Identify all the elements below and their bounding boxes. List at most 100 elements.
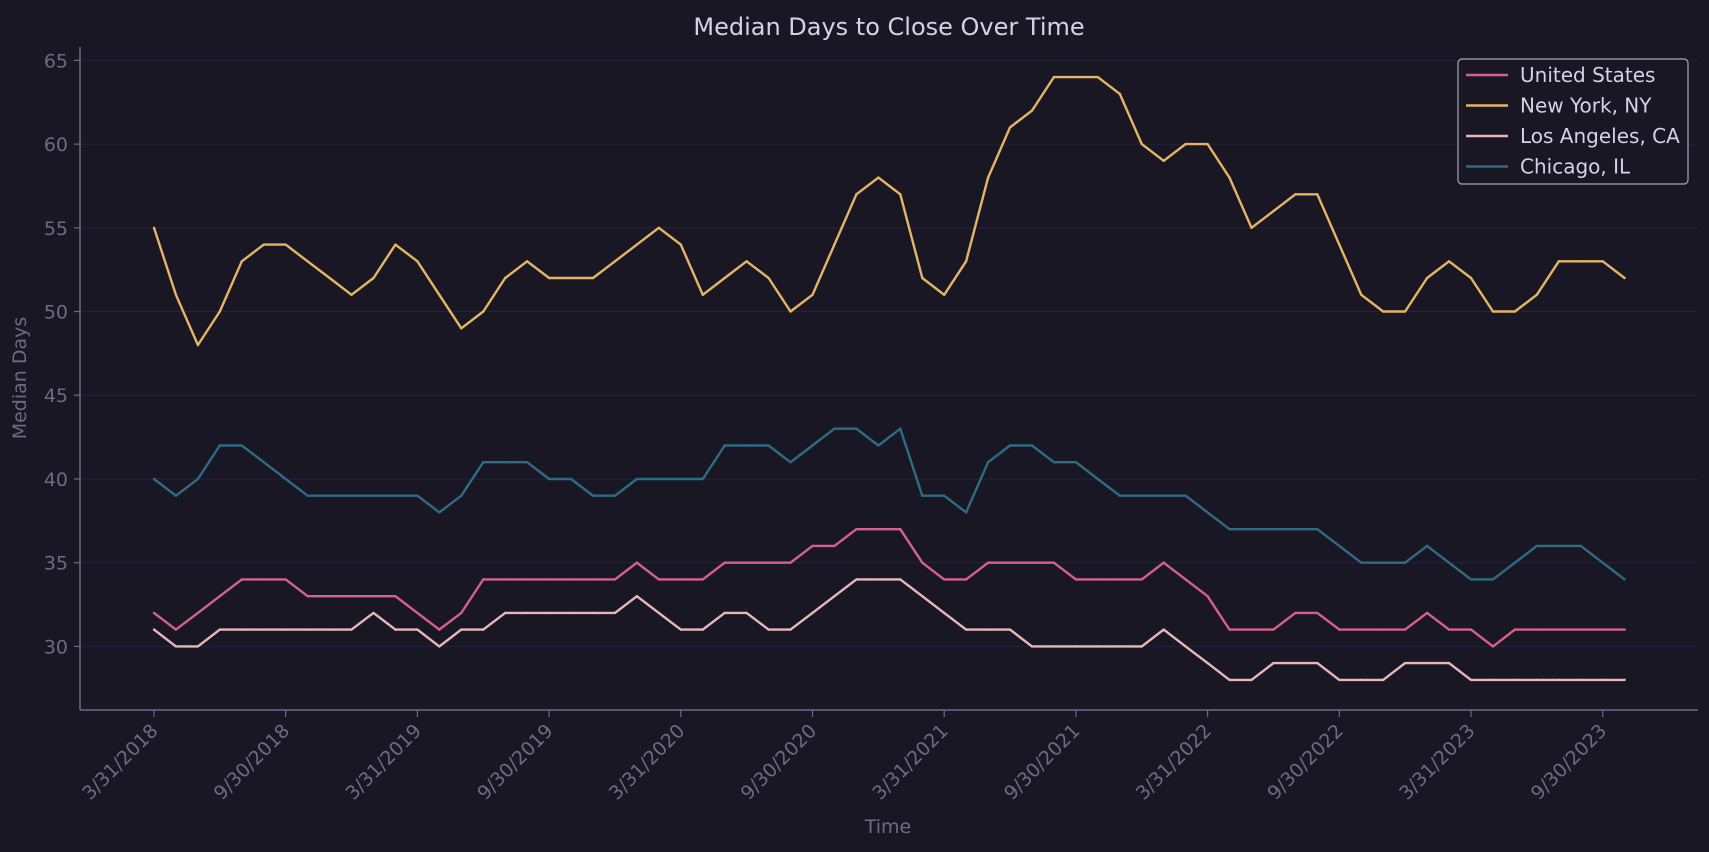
legend-label: Chicago, IL [1520, 155, 1631, 179]
data-point-united-states [591, 578, 595, 581]
data-point-chicago-il [833, 427, 836, 430]
data-point-united-states [723, 561, 726, 564]
data-point-united-states [1579, 628, 1582, 631]
data-point-los-angeles-ca [1294, 661, 1297, 665]
data-point-chicago-il [460, 494, 463, 497]
data-point-united-states [1360, 628, 1363, 631]
data-point-los-angeles-ca [1184, 645, 1187, 648]
data-point-los-angeles-ca [218, 628, 222, 631]
data-point-united-states [460, 611, 463, 615]
data-point-united-states [240, 578, 243, 581]
data-point-los-angeles-ca [1118, 645, 1122, 648]
data-point-chicago-il [218, 444, 222, 447]
data-point-los-angeles-ca [943, 611, 946, 615]
data-point-new-york-ny [1360, 293, 1363, 296]
data-point-new-york-ny [240, 260, 243, 263]
data-point-chicago-il [679, 477, 682, 481]
data-point-new-york-ny [1447, 260, 1451, 263]
data-point-new-york-ny [1338, 243, 1341, 246]
data-point-chicago-il [1513, 561, 1517, 564]
data-point-chicago-il [964, 511, 968, 514]
legend-box [1457, 58, 1689, 185]
data-point-new-york-ny [1162, 159, 1165, 163]
data-point-los-angeles-ca [174, 645, 178, 648]
data-point-new-york-ny [1623, 276, 1626, 280]
series-lines [152, 75, 1626, 682]
data-point-los-angeles-ca [1228, 678, 1231, 682]
data-point-united-states [1316, 611, 1319, 615]
data-point-united-states [1030, 561, 1034, 564]
data-point-new-york-ny [1557, 260, 1561, 263]
data-point-united-states [1623, 628, 1626, 631]
data-point-united-states [394, 594, 397, 598]
data-point-chicago-il [1052, 461, 1056, 464]
series-line-united-states [153, 528, 1625, 648]
data-point-chicago-il [1425, 544, 1429, 548]
data-point-los-angeles-ca [1425, 661, 1429, 665]
data-point-los-angeles-ca [1206, 661, 1209, 665]
data-point-los-angeles-ca [525, 611, 529, 615]
data-point-los-angeles-ca [1162, 628, 1165, 631]
data-point-chicago-il [174, 494, 178, 497]
data-point-chicago-il [635, 477, 639, 481]
data-point-new-york-ny [1294, 193, 1297, 196]
data-point-united-states [196, 611, 200, 615]
data-point-new-york-ny [613, 260, 617, 263]
data-point-chicago-il [1338, 544, 1341, 548]
data-point-new-york-ny [1140, 142, 1143, 146]
data-point-united-states [1052, 561, 1056, 564]
data-point-los-angeles-ca [1469, 678, 1473, 682]
data-point-los-angeles-ca [350, 628, 353, 631]
data-point-chicago-il [438, 511, 441, 514]
data-point-new-york-ny [1316, 193, 1319, 196]
data-point-united-states [174, 628, 178, 631]
data-point-new-york-ny [438, 293, 441, 296]
data-point-los-angeles-ca [394, 628, 397, 631]
data-point-united-states [877, 527, 880, 531]
data-point-new-york-ny [1513, 310, 1517, 313]
data-point-chicago-il [701, 477, 704, 481]
y-tick-label: 60 [44, 134, 68, 156]
data-point-united-states [1601, 628, 1604, 631]
data-point-los-angeles-ca [767, 628, 770, 631]
data-point-chicago-il [767, 444, 770, 447]
data-point-chicago-il [1623, 578, 1626, 581]
data-point-los-angeles-ca [438, 645, 441, 648]
data-point-chicago-il [416, 494, 419, 497]
data-point-united-states [1535, 628, 1539, 631]
data-point-new-york-ny [1228, 176, 1231, 179]
data-point-chicago-il [1184, 494, 1187, 497]
data-point-united-states [1425, 611, 1429, 615]
data-point-new-york-ny [262, 243, 265, 246]
data-point-los-angeles-ca [701, 628, 704, 631]
data-point-united-states [1184, 578, 1187, 581]
data-point-new-york-ny [328, 276, 331, 280]
data-point-chicago-il [1447, 561, 1451, 564]
data-point-chicago-il [1403, 561, 1407, 564]
y-tick-label: 45 [44, 385, 68, 407]
data-point-new-york-ny [723, 276, 726, 280]
data-point-new-york-ny [525, 260, 529, 263]
data-point-los-angeles-ca [328, 628, 331, 631]
data-point-new-york-ny [811, 293, 814, 296]
data-point-united-states [152, 611, 156, 615]
data-point-united-states [811, 544, 814, 548]
data-point-united-states [262, 578, 265, 581]
data-point-chicago-il [1074, 461, 1078, 464]
data-point-los-angeles-ca [1008, 628, 1012, 631]
data-point-los-angeles-ca [679, 628, 682, 631]
data-point-new-york-ny [921, 276, 924, 280]
data-point-united-states [350, 594, 353, 598]
data-point-united-states [1557, 628, 1561, 631]
data-point-united-states [1382, 628, 1385, 631]
data-point-new-york-ny [1184, 142, 1187, 146]
data-point-los-angeles-ca [1030, 645, 1034, 648]
data-point-united-states [1162, 561, 1165, 564]
data-point-los-angeles-ca [1579, 678, 1582, 682]
x-axis-title: Time [864, 816, 912, 838]
data-point-new-york-ny [877, 176, 880, 179]
data-point-united-states [306, 594, 309, 598]
data-point-los-angeles-ca [745, 611, 748, 615]
data-point-chicago-il [877, 444, 880, 447]
